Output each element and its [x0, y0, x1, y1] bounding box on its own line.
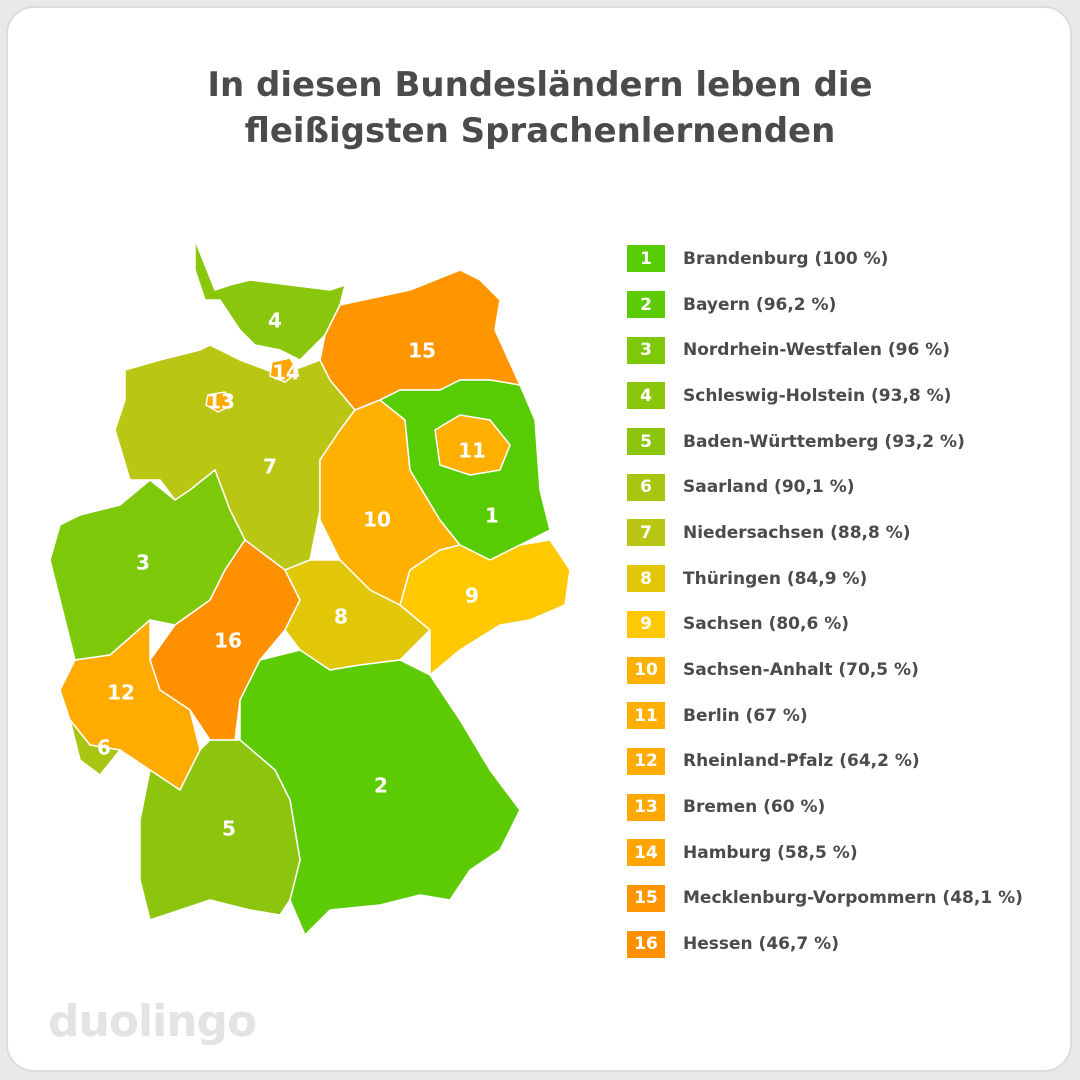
legend-rank-badge: 9: [627, 610, 665, 638]
duolingo-logo: duolingo: [48, 996, 257, 1047]
legend-rank-badge: 10: [627, 656, 665, 684]
legend-rank-badge: 14: [627, 839, 665, 867]
legend-label: Hamburg (58,5 %): [683, 842, 858, 863]
legend-rank-badge: 13: [627, 793, 665, 821]
legend-item: 11 Berlin (67 %): [627, 693, 1023, 739]
map-label-3: 3: [136, 551, 150, 575]
map-label-10: 10: [363, 508, 391, 532]
state-5: [139, 739, 301, 921]
page-title: In diesen Bundesländern leben die fleißi…: [0, 62, 1080, 154]
legend-label: Nordrhein-Westfalen (96 %): [683, 340, 951, 361]
title-line-2: fleißigsten Sprachenlernenden: [244, 111, 836, 151]
state-4: [194, 239, 346, 361]
legend-rank-badge: 4: [627, 382, 665, 410]
legend-rank-badge: 2: [627, 291, 665, 319]
legend-item: 8 Thüringen (84,9 %): [627, 556, 1023, 602]
legend-rank-badge: 12: [627, 747, 665, 775]
legend-label: Brandenburg (100 %): [683, 248, 889, 269]
legend-item: 16 Hessen (46,7 %): [627, 921, 1023, 967]
legend-item: 2 Bayern (96,2 %): [627, 282, 1023, 328]
map-label-5: 5: [222, 817, 236, 841]
legend-rank-badge: 15: [627, 884, 665, 912]
legend-label: Bremen (60 %): [683, 797, 826, 818]
legend-item: 15 Mecklenburg-Vorpommern (48,1 %): [627, 876, 1023, 922]
legend-item: 1 Brandenburg (100 %): [627, 236, 1023, 282]
legend-item: 5 Baden-Württemberg (93,2 %): [627, 419, 1023, 465]
map-label-14: 14: [272, 361, 300, 385]
map-label-12: 12: [107, 681, 135, 705]
map-label-4: 4: [268, 309, 282, 333]
legend-rank-badge: 5: [627, 428, 665, 456]
legend-rank-badge: 3: [627, 336, 665, 364]
legend-item: 9 Sachsen (80,6 %): [627, 602, 1023, 648]
map-label-1: 1: [485, 504, 499, 528]
legend-label: Berlin (67 %): [683, 705, 808, 726]
legend-label: Hessen (46,7 %): [683, 934, 839, 955]
legend-label: Schleswig-Holstein (93,8 %): [683, 385, 952, 406]
map-label-15: 15: [408, 339, 436, 363]
legend-label: Niedersachsen (88,8 %): [683, 522, 911, 543]
legend-item: 4 Schleswig-Holstein (93,8 %): [627, 373, 1023, 419]
legend-label: Mecklenburg-Vorpommern (48,1 %): [683, 888, 1023, 909]
legend-label: Rheinland-Pfalz (64,2 %): [683, 751, 920, 772]
legend-item: 10 Sachsen-Anhalt (70,5 %): [627, 647, 1023, 693]
map-label-13: 13: [207, 390, 235, 414]
legend-item: 6 Saarland (90,1 %): [627, 464, 1023, 510]
state-13: [205, 391, 233, 413]
map-label-8: 8: [334, 605, 348, 629]
legend-label: Saarland (90,1 %): [683, 477, 855, 498]
state-14: [269, 357, 299, 383]
map-label-6: 6: [97, 736, 111, 760]
legend-rank-badge: 7: [627, 519, 665, 547]
state-6: [69, 719, 121, 776]
map-label-9: 9: [465, 584, 479, 608]
state-11: [434, 414, 511, 476]
legend-item: 12 Rheinland-Pfalz (64,2 %): [627, 739, 1023, 785]
map-label-2: 2: [374, 774, 388, 798]
legend-label: Thüringen (84,9 %): [683, 568, 868, 589]
state-9: [399, 539, 571, 676]
legend-item: 13 Bremen (60 %): [627, 784, 1023, 830]
legend: 1 Brandenburg (100 %) 2 Bayern (96,2 %) 3 Nor…: [627, 236, 1023, 967]
legend-rank-badge: 11: [627, 702, 665, 730]
legend-rank-badge: 6: [627, 473, 665, 501]
legend-label: Bayern (96,2 %): [683, 294, 837, 315]
map-label-16: 16: [214, 629, 242, 653]
title-line-1: In diesen Bundesländern leben die: [207, 65, 873, 105]
legend-item: 3 Nordrhein-Westfalen (96 %): [627, 327, 1023, 373]
legend-item: 7 Niedersachsen (88,8 %): [627, 510, 1023, 556]
legend-rank-badge: 8: [627, 565, 665, 593]
legend-rank-badge: 1: [627, 245, 665, 273]
legend-label: Baden-Württemberg (93,2 %): [683, 431, 965, 452]
legend-label: Sachsen-Anhalt (70,5 %): [683, 660, 919, 681]
map-label-11: 11: [458, 439, 486, 463]
map-label-7: 7: [263, 455, 277, 479]
legend-label: Sachsen (80,6 %): [683, 614, 849, 635]
legend-item: 14 Hamburg (58,5 %): [627, 830, 1023, 876]
legend-rank-badge: 16: [627, 930, 665, 958]
